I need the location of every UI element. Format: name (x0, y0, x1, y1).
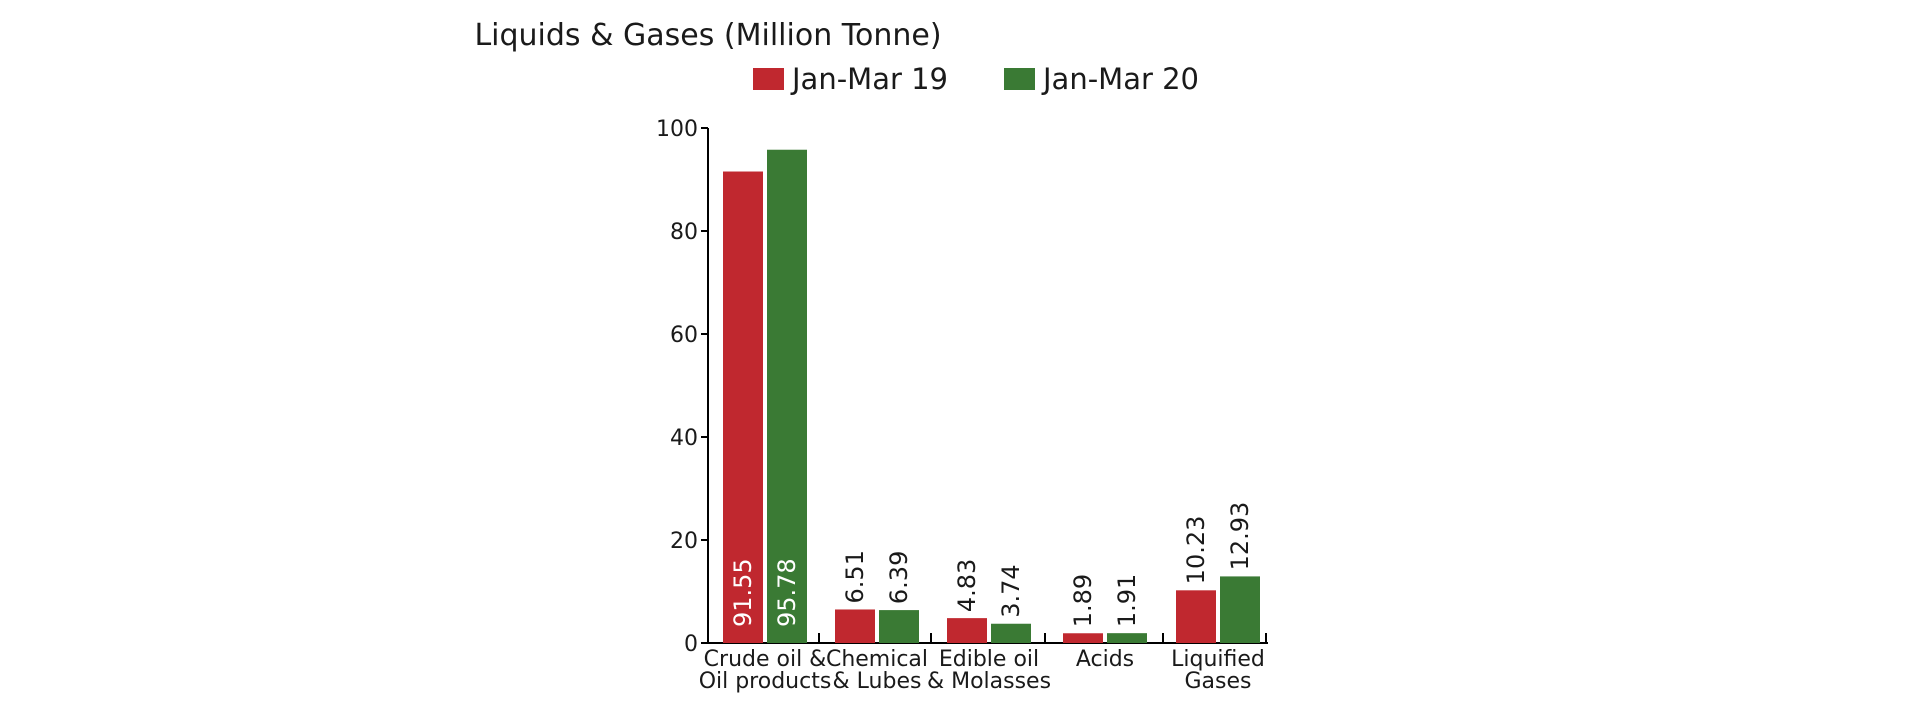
data-label: 1.91 (1113, 574, 1141, 627)
legend-swatch-1 (753, 68, 784, 90)
bar-1-1 (723, 171, 763, 643)
data-label: 1.89 (1069, 574, 1097, 627)
chart-title: Liquids & Gases (Million Tonne) (474, 18, 941, 53)
bar-1-5 (1176, 590, 1216, 643)
y-tick-label: 0 (684, 632, 698, 657)
bar-2-5 (1220, 576, 1260, 643)
legend-label-1: Jan-Mar 19 (790, 62, 948, 96)
bar-1-4 (1063, 633, 1103, 643)
bar-1-3 (947, 618, 987, 643)
data-label: 4.83 (953, 559, 981, 612)
legend-label-2: Jan-Mar 20 (1041, 62, 1199, 96)
legend: Jan-Mar 19 Jan-Mar 20 (753, 62, 1199, 96)
x-category-label: Acids (1076, 647, 1134, 672)
y-tick-label: 80 (670, 220, 698, 245)
data-label: 3.74 (997, 564, 1025, 617)
x-category-label: Liquified Gases (1171, 647, 1265, 694)
bars (723, 149, 1260, 643)
x-category-label: Edible oil & Molasses (927, 647, 1051, 694)
data-label: 6.39 (885, 551, 913, 604)
data-label: 6.51 (841, 550, 869, 603)
x-category-label: Crude oil & Oil products (699, 647, 832, 694)
y-tick-label: 20 (670, 529, 698, 554)
data-label: 10.23 (1182, 516, 1210, 585)
y-tick-label: 100 (656, 117, 698, 142)
data-label: 12.93 (1226, 502, 1254, 571)
x-category-label: Chemical & Lubes (826, 647, 928, 694)
data-label: 91.55 (729, 558, 757, 627)
bar-2-4 (1107, 633, 1147, 643)
bar-1-2 (835, 609, 875, 643)
value-labels: 91.55 95.78 6.51 6.39 4.83 3.74 1.89 1.91 10.23 1… (729, 502, 1254, 628)
bar-2-1 (767, 149, 807, 643)
y-tick-label: 60 (670, 323, 698, 348)
data-label: 95.78 (773, 558, 801, 627)
bar-2-3 (991, 623, 1031, 643)
bar-2-2 (879, 610, 919, 643)
legend-swatch-2 (1004, 68, 1035, 90)
axes: 0 20 40 60 80 100 Crude oil & Oil productsChemi… (656, 117, 1268, 694)
y-tick-label: 40 (670, 426, 698, 451)
